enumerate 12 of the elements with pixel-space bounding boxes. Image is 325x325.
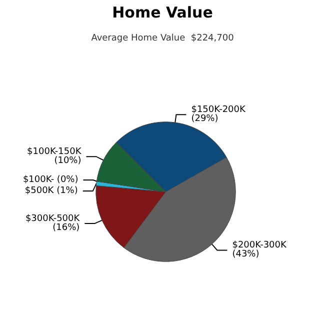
data-label: (16%) — [52, 223, 80, 234]
slice-label: $500K (1%) — [24, 186, 78, 196]
slice-label: $100K-150K — [27, 147, 82, 158]
slice-label: $200K-300K — [232, 240, 288, 251]
slice-label: $150K-200K — [191, 105, 247, 116]
legend-label: $100K- (0%) — [22, 175, 78, 186]
slice-label: $300K-500K — [25, 214, 81, 224]
data-label: (43%) — [232, 250, 260, 260]
data-label: (10%) — [54, 156, 82, 166]
chart-subtitle: Average Home Value $224,700 — [91, 34, 234, 44]
chart-title: Home Value — [112, 4, 213, 22]
data-label: (29%) — [191, 114, 218, 124]
